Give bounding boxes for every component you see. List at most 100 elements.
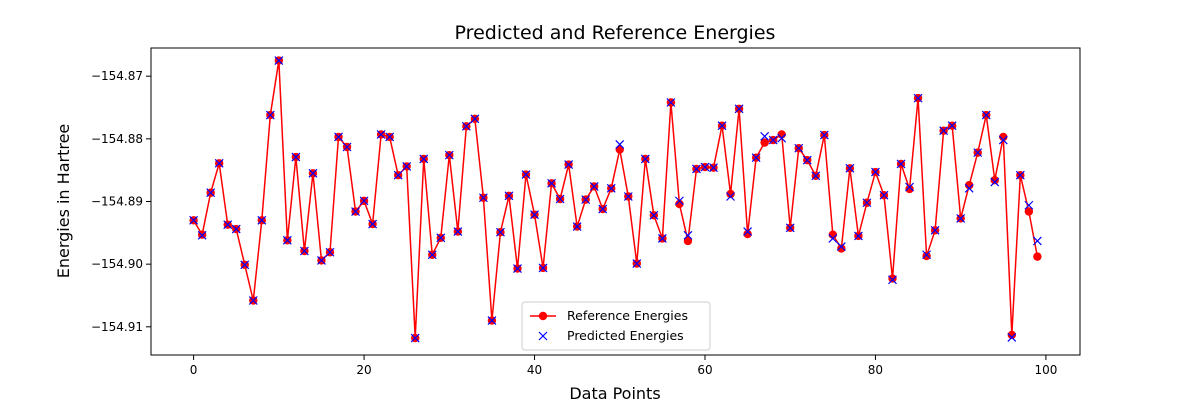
predicted-energy-point — [589, 182, 599, 191]
legend-reference-marker — [538, 311, 548, 321]
predicted-energy-point — [513, 264, 522, 273]
y-tick-label: −154.90 — [91, 257, 143, 271]
predicted-energy-point — [317, 255, 326, 265]
predicted-energy-point — [666, 98, 676, 107]
predicted-energy-point — [640, 154, 650, 164]
predicted-energy-point — [581, 195, 591, 205]
predicted-energy-point — [947, 121, 957, 131]
predicted-energy-point — [342, 142, 352, 152]
predicted-energy-point — [998, 135, 1008, 145]
legend-predicted-marker — [538, 331, 548, 341]
predicted-energy-point — [734, 104, 744, 114]
reference-energy-point — [965, 181, 974, 190]
predicted-energy-point — [743, 227, 753, 236]
predicted-energy-point — [334, 132, 343, 142]
predicted-energy-point — [376, 130, 386, 139]
predicted-energy-point — [231, 224, 241, 234]
y-tick-label: −154.91 — [91, 320, 143, 334]
predicted-energy-point — [1015, 170, 1025, 180]
predicted-energy-point — [487, 316, 497, 325]
predicted-energy-point — [419, 154, 429, 164]
predicted-energy-point — [240, 260, 250, 270]
predicted-energy-point — [726, 192, 735, 201]
predicted-energy-point — [623, 192, 633, 201]
predicted-energy-point — [325, 247, 335, 257]
predicted-energy-point — [564, 160, 574, 169]
predicted-energy-point — [871, 167, 880, 177]
predicted-energy-point — [1007, 333, 1017, 342]
predicted-energy-point — [453, 227, 463, 236]
reference-energy-point — [683, 236, 693, 246]
x-tick-label: 100 — [1034, 363, 1057, 377]
predicted-energy-point — [768, 135, 778, 145]
predicted-energy-point — [802, 155, 812, 165]
legend-box — [521, 301, 711, 351]
predicted-energy-point — [973, 148, 983, 158]
predicted-energy-point — [777, 133, 787, 143]
predicted-energy-point — [674, 196, 684, 206]
predicted-energy-point — [896, 159, 906, 169]
predicted-energy-point — [853, 231, 863, 241]
predicted-energy-point — [274, 56, 284, 65]
predicted-energy-point — [257, 215, 267, 225]
predicted-energy-point — [845, 163, 855, 173]
predicted-energy-point — [461, 121, 471, 131]
reference-energy-point — [726, 189, 735, 199]
reference-energy-point — [999, 132, 1008, 142]
predicted-energy-point — [538, 263, 548, 273]
predicted-energy-point — [206, 188, 216, 198]
predicted-energy-point — [496, 227, 505, 237]
x-tick-label: 0 — [190, 363, 198, 377]
predicted-energy-point — [922, 250, 932, 260]
predicted-energy-point — [393, 170, 403, 180]
predicted-energy-point — [427, 250, 437, 260]
predicted-energy-point — [819, 130, 829, 140]
predicted-energy-point — [632, 259, 642, 268]
predicted-energy-point — [410, 333, 420, 343]
reference-energy-point — [675, 199, 684, 209]
predicted-energy-point — [828, 234, 838, 243]
y-tick-label: −154.87 — [91, 69, 143, 83]
x-tick-label: 40 — [527, 363, 542, 377]
plot-area — [189, 56, 1042, 343]
legend-predicted-label: Predicted Energies — [567, 328, 684, 343]
y-tick-label: −154.89 — [91, 195, 143, 209]
predicted-energy-point — [836, 242, 846, 252]
predicted-energy-point — [785, 223, 795, 233]
reference-energy-point — [1007, 330, 1017, 340]
predicted-energy-point — [598, 204, 608, 214]
reference-energy-point — [615, 145, 624, 154]
predicted-energy-point — [214, 158, 224, 168]
reference-energy-point — [905, 184, 914, 194]
legend-reference-label: Reference Energies — [567, 308, 688, 323]
predicted-energy-point — [504, 191, 514, 201]
predicted-energy-point — [956, 213, 966, 223]
predicted-energy-point — [981, 110, 991, 120]
predicted-energy-point — [308, 168, 318, 178]
predicted-energy-point — [657, 234, 667, 243]
reference-energy-point — [990, 176, 999, 185]
x-tick-label: 20 — [356, 363, 371, 377]
predicted-energy-point — [751, 153, 761, 163]
x-axis-label: Data Points — [569, 384, 660, 400]
predicted-energy-point — [862, 198, 872, 208]
reference-energy-point — [1024, 207, 1034, 216]
predicted-energy-point — [939, 126, 949, 136]
predicted-energy-point — [794, 143, 804, 153]
predicted-energy-point — [905, 182, 914, 192]
y-axis: −154.91 −154.90 −154.89 −154.88 −154.87 — [91, 69, 151, 334]
predicted-energy-point — [282, 235, 292, 245]
predicted-energy-point — [572, 222, 582, 231]
reference-energy-point — [888, 274, 897, 283]
predicted-energy-point — [709, 163, 718, 173]
predicted-energy-point — [700, 162, 710, 172]
predicted-energy-point — [990, 177, 1000, 187]
predicted-energy-point — [265, 110, 275, 120]
predicted-energy-point — [879, 190, 889, 200]
predicted-energy-point — [402, 161, 412, 171]
predicted-energy-point — [299, 246, 309, 256]
y-tick-label: −154.88 — [91, 132, 143, 146]
predicted-energy-point — [964, 183, 974, 193]
predicted-energy-point — [291, 152, 301, 162]
